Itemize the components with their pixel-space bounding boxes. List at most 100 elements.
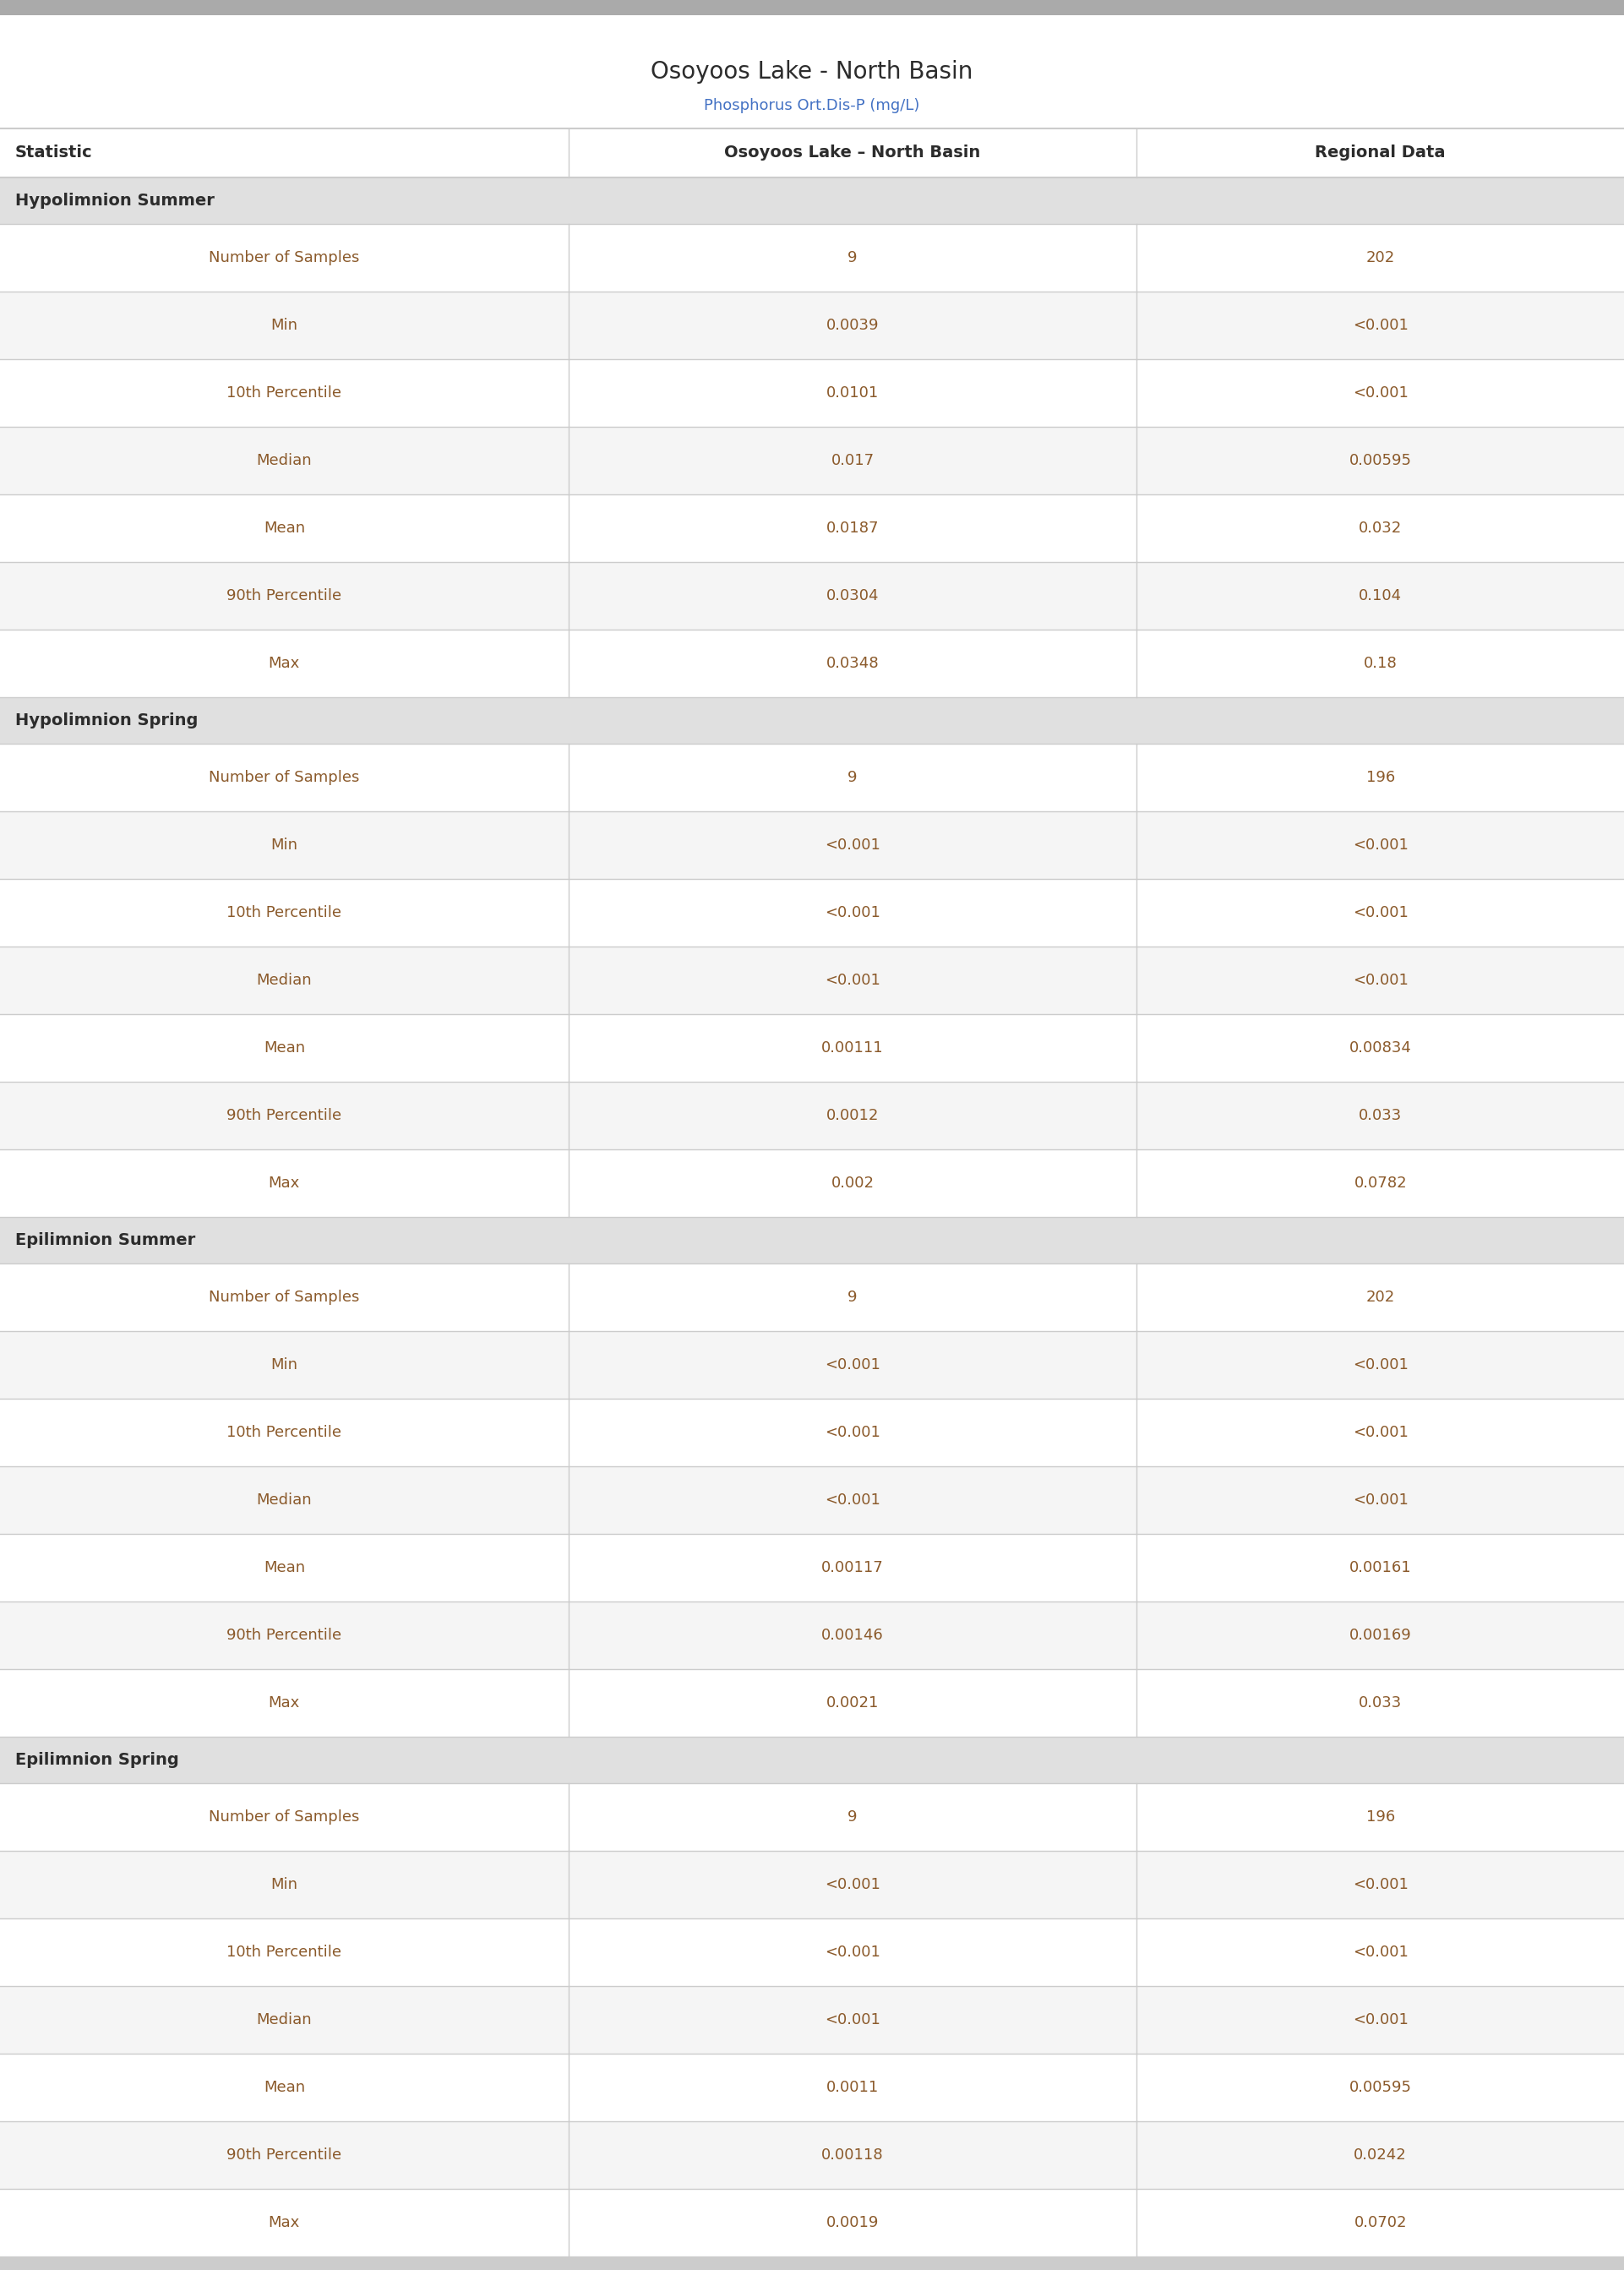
Text: Number of Samples: Number of Samples: [209, 1289, 359, 1305]
Text: 0.002: 0.002: [831, 1176, 874, 1192]
Text: Max: Max: [268, 656, 300, 672]
Text: 196: 196: [1366, 770, 1395, 785]
Text: Statistic: Statistic: [15, 145, 93, 161]
Text: 0.00595: 0.00595: [1350, 454, 1411, 468]
Text: 0.00117: 0.00117: [822, 1559, 883, 1575]
Bar: [0, 1603, 1624, 1668]
Bar: [0, 225, 1624, 291]
Text: Min: Min: [271, 318, 297, 334]
Text: 0.00169: 0.00169: [1350, 1628, 1411, 1643]
Text: 0.00146: 0.00146: [822, 1628, 883, 1643]
Text: 202: 202: [1366, 250, 1395, 266]
Bar: [0, 1015, 1624, 1083]
Text: <0.001: <0.001: [825, 1491, 880, 1507]
Text: Osoyoos Lake - North Basin: Osoyoos Lake - North Basin: [651, 59, 973, 84]
Text: 0.00834: 0.00834: [1350, 1040, 1411, 1056]
Text: Max: Max: [268, 1176, 300, 1192]
Text: <0.001: <0.001: [1353, 1426, 1408, 1439]
Text: 9: 9: [848, 1809, 857, 1825]
Bar: [0, 291, 1624, 359]
Text: Mean: Mean: [263, 1559, 305, 1575]
Bar: [0, 359, 1624, 427]
Text: Mean: Mean: [263, 2079, 305, 2095]
Text: <0.001: <0.001: [825, 1426, 880, 1439]
Text: <0.001: <0.001: [1353, 906, 1408, 919]
Bar: [0, 629, 1624, 697]
Text: 0.0011: 0.0011: [827, 2079, 879, 2095]
Text: 10th Percentile: 10th Percentile: [227, 1426, 341, 1439]
Text: 0.0039: 0.0039: [827, 318, 879, 334]
Text: Number of Samples: Number of Samples: [209, 770, 359, 785]
Bar: [0, 1737, 1624, 1784]
Text: 0.0021: 0.0021: [827, 1696, 879, 1712]
Bar: [0, 947, 1624, 1015]
Text: 0.033: 0.033: [1359, 1696, 1402, 1712]
Bar: [0, 1850, 1624, 1918]
Text: Mean: Mean: [263, 1040, 305, 1056]
Text: 202: 202: [1366, 1289, 1395, 1305]
Text: 0.0242: 0.0242: [1354, 2147, 1406, 2163]
Text: Number of Samples: Number of Samples: [209, 250, 359, 266]
Text: Mean: Mean: [263, 520, 305, 536]
Bar: [0, 1986, 1624, 2054]
Text: Min: Min: [271, 1877, 297, 1893]
Text: 196: 196: [1366, 1809, 1395, 1825]
Bar: [0, 563, 1624, 629]
Bar: [0, 1330, 1624, 1398]
Text: <0.001: <0.001: [825, 1945, 880, 1959]
Text: 0.00111: 0.00111: [822, 1040, 883, 1056]
Text: 0.0782: 0.0782: [1354, 1176, 1406, 1192]
Text: 90th Percentile: 90th Percentile: [227, 1108, 341, 1124]
Text: Median: Median: [257, 974, 312, 987]
Text: <0.001: <0.001: [1353, 318, 1408, 334]
Text: Epilimnion Spring: Epilimnion Spring: [15, 1752, 179, 1768]
Bar: [0, 1784, 1624, 1850]
Bar: [0, 177, 1624, 225]
Text: 0.017: 0.017: [831, 454, 874, 468]
Text: 9: 9: [848, 250, 857, 266]
Text: <0.001: <0.001: [1353, 1945, 1408, 1959]
Bar: [0, 2120, 1624, 2188]
Bar: [0, 1398, 1624, 1466]
Bar: [0, 745, 1624, 810]
Text: 0.00595: 0.00595: [1350, 2079, 1411, 2095]
Text: Min: Min: [271, 1357, 297, 1373]
Text: Number of Samples: Number of Samples: [209, 1809, 359, 1825]
Text: Median: Median: [257, 454, 312, 468]
Text: Phosphorus Ort.Dis-P (mg/L): Phosphorus Ort.Dis-P (mg/L): [705, 98, 919, 114]
Text: <0.001: <0.001: [1353, 386, 1408, 400]
Bar: [0, 129, 1624, 177]
Text: 9: 9: [848, 1289, 857, 1305]
Text: 90th Percentile: 90th Percentile: [227, 1628, 341, 1643]
Text: 0.18: 0.18: [1364, 656, 1397, 672]
Text: 0.0012: 0.0012: [827, 1108, 879, 1124]
Text: <0.001: <0.001: [825, 974, 880, 987]
Bar: [0, 1668, 1624, 1737]
Text: Hypolimnion Spring: Hypolimnion Spring: [15, 713, 198, 729]
Text: Hypolimnion Summer: Hypolimnion Summer: [15, 193, 214, 209]
Text: Median: Median: [257, 1491, 312, 1507]
Bar: [0, 1149, 1624, 1217]
Bar: [0, 2188, 1624, 2256]
Text: <0.001: <0.001: [1353, 1357, 1408, 1373]
Text: <0.001: <0.001: [825, 906, 880, 919]
Text: 0.0348: 0.0348: [827, 656, 879, 672]
Text: 10th Percentile: 10th Percentile: [227, 386, 341, 400]
Bar: [0, 1535, 1624, 1603]
Text: <0.001: <0.001: [825, 1357, 880, 1373]
Text: 9: 9: [848, 770, 857, 785]
Text: 90th Percentile: 90th Percentile: [227, 588, 341, 604]
Bar: [0, 1466, 1624, 1535]
Text: <0.001: <0.001: [1353, 2011, 1408, 2027]
Bar: [0, 427, 1624, 495]
Text: 0.00161: 0.00161: [1350, 1559, 1411, 1575]
Text: 0.0187: 0.0187: [827, 520, 879, 536]
Text: <0.001: <0.001: [1353, 974, 1408, 987]
Text: 0.0304: 0.0304: [827, 588, 879, 604]
Text: 0.0702: 0.0702: [1354, 2216, 1406, 2231]
Text: Max: Max: [268, 2216, 300, 2231]
Text: 0.00118: 0.00118: [822, 2147, 883, 2163]
Text: 10th Percentile: 10th Percentile: [227, 906, 341, 919]
Bar: [0, 495, 1624, 563]
Text: <0.001: <0.001: [825, 1877, 880, 1893]
